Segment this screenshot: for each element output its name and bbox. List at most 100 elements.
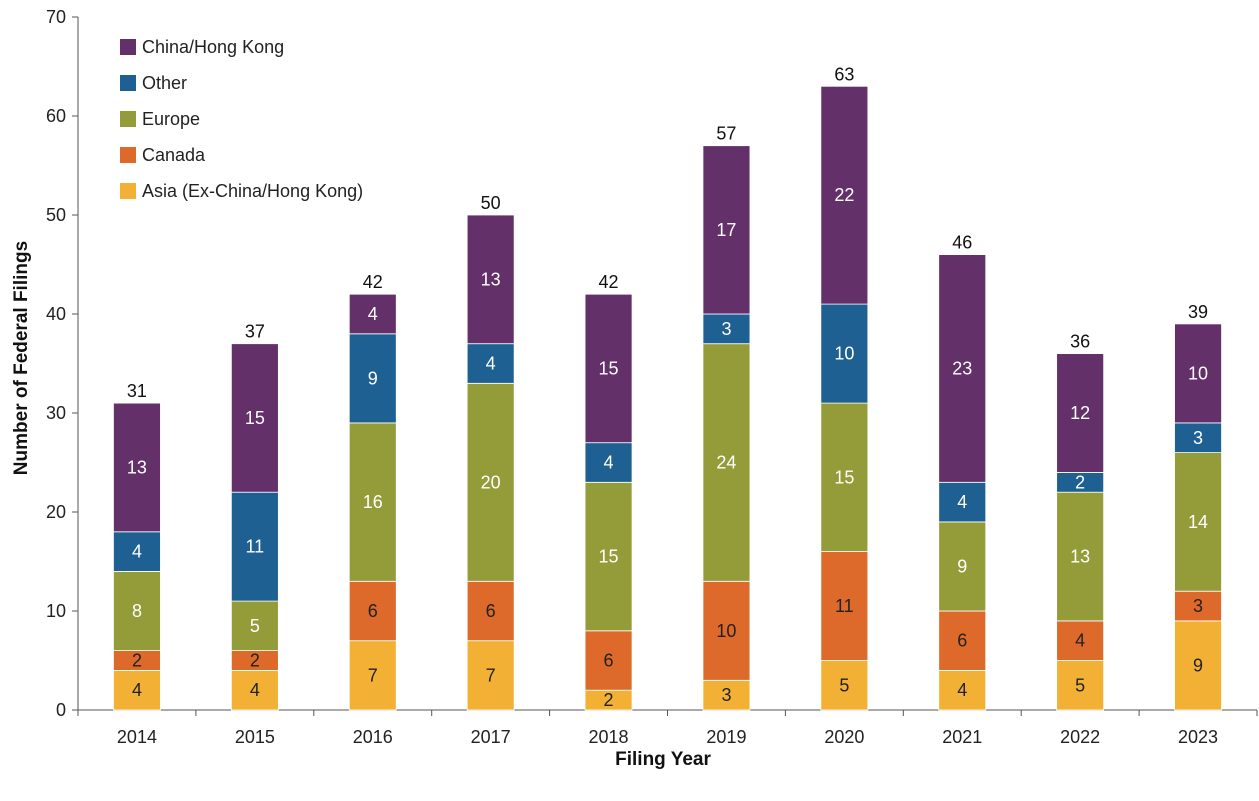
segment-value-label: 4 (132, 542, 142, 562)
bar-segment (1056, 491, 1105, 622)
y-tick-label: 50 (46, 205, 66, 225)
segment-value-label: 23 (952, 358, 972, 378)
segment-value-label: 6 (486, 601, 496, 621)
bar-segment (938, 670, 987, 711)
segment-value-label: 4 (604, 453, 614, 473)
bar-segment (1174, 620, 1222, 711)
segment-value-label: 4 (368, 304, 378, 324)
segment-value-label: 2 (132, 651, 142, 671)
y-axis-title: Number of Federal Filings (11, 241, 32, 475)
bar-segment (1174, 590, 1222, 622)
segment-value-label: 7 (368, 665, 378, 685)
x-tick-label: 2016 (353, 727, 393, 747)
segment-value-label: 15 (834, 467, 854, 487)
segment-value-label: 10 (834, 344, 854, 364)
bar-total-label: 39 (1188, 302, 1208, 322)
bar-segment (466, 580, 515, 642)
segment-value-label: 6 (604, 651, 614, 671)
bars (113, 85, 1222, 711)
bar-segment (1174, 323, 1222, 424)
segment-value-label: 15 (599, 547, 619, 567)
bar-segment (938, 521, 987, 612)
segment-value-label: 11 (246, 537, 265, 557)
segment-value-label: 12 (1070, 403, 1090, 423)
x-tick-label: 2023 (1178, 727, 1218, 747)
segment-value-label: 7 (486, 665, 496, 685)
bar-segment (466, 343, 515, 384)
bar-segment (113, 531, 161, 572)
segment-value-label: 3 (1193, 428, 1203, 448)
bar-segment (702, 343, 751, 582)
legend-swatch (120, 147, 136, 163)
y-tick-label: 10 (46, 601, 66, 621)
legend-swatch (120, 39, 136, 55)
bar-labels: 4284133142511153776169442762041350261541… (127, 64, 1208, 710)
bar-segment (1056, 353, 1105, 473)
x-axis-title: Filing Year (615, 749, 711, 770)
segment-value-label: 4 (132, 680, 142, 700)
bar-segment (466, 214, 515, 345)
legend-label: Canada (142, 145, 206, 165)
x-tick-label: 2019 (706, 727, 746, 747)
legend-swatch (120, 183, 136, 199)
x-tick-label: 2018 (589, 727, 629, 747)
bar-total-label: 31 (127, 381, 147, 401)
segment-value-label: 5 (839, 675, 849, 695)
segment-value-label: 13 (1070, 547, 1090, 567)
x-tick-label: 2017 (471, 727, 511, 747)
segment-value-label: 6 (957, 631, 967, 651)
bar-segment (584, 293, 633, 444)
segment-value-label: 9 (368, 368, 378, 388)
legend-swatch (120, 111, 136, 127)
segment-value-label: 3 (721, 685, 731, 705)
segment-value-label: 2 (604, 690, 614, 710)
segment-value-label: 4 (957, 492, 967, 512)
legend: China/Hong Kong Other Europe Canada Asia (Ex… (120, 37, 363, 201)
segment-value-label: 16 (363, 492, 383, 512)
segment-value-label: 9 (957, 556, 967, 576)
segment-value-label: 13 (127, 457, 147, 477)
bar-segment (230, 600, 279, 651)
bar-segment (348, 580, 397, 642)
bar-segment (820, 85, 869, 305)
segment-value-label: 10 (716, 621, 736, 641)
bar-total-label: 42 (599, 272, 619, 292)
bar-segment (230, 343, 279, 493)
bar-segment (348, 333, 397, 424)
segment-value-label: 17 (716, 220, 736, 240)
bar-segment (113, 670, 161, 711)
bar-segment (820, 660, 869, 711)
y-tick-label: 30 (46, 403, 66, 423)
segment-value-label: 3 (1193, 596, 1203, 616)
x-tick-label: 2021 (942, 727, 982, 747)
bar-segment (348, 640, 397, 711)
bar-segment (820, 551, 869, 661)
segment-value-label: 6 (368, 601, 378, 621)
legend-label: Other (142, 73, 187, 93)
segment-value-label: 2 (1075, 472, 1085, 492)
segment-value-label: 5 (250, 616, 260, 636)
segment-value-label: 2 (250, 651, 260, 671)
bar-segment (230, 491, 279, 602)
bar-segment (466, 382, 515, 582)
segment-value-label: 11 (835, 596, 854, 616)
segment-value-label: 14 (1188, 512, 1208, 532)
bar-segment (702, 580, 751, 681)
legend-label: Europe (142, 109, 200, 129)
bar-segment (348, 422, 397, 582)
bar-segment (1056, 660, 1105, 711)
bar-segment (820, 303, 869, 404)
segment-value-label: 10 (1188, 363, 1208, 383)
legend-label: China/Hong Kong (142, 37, 284, 57)
x-tick-label: 2020 (824, 727, 864, 747)
segment-value-label: 4 (957, 680, 967, 700)
segment-value-label: 3 (721, 319, 731, 339)
x-tick-label: 2014 (117, 727, 157, 747)
bar-segment (113, 571, 161, 652)
y-tick-label: 20 (46, 502, 66, 522)
bar-segment (820, 402, 869, 553)
segment-value-label: 13 (481, 269, 501, 289)
bar-segment (466, 640, 515, 711)
